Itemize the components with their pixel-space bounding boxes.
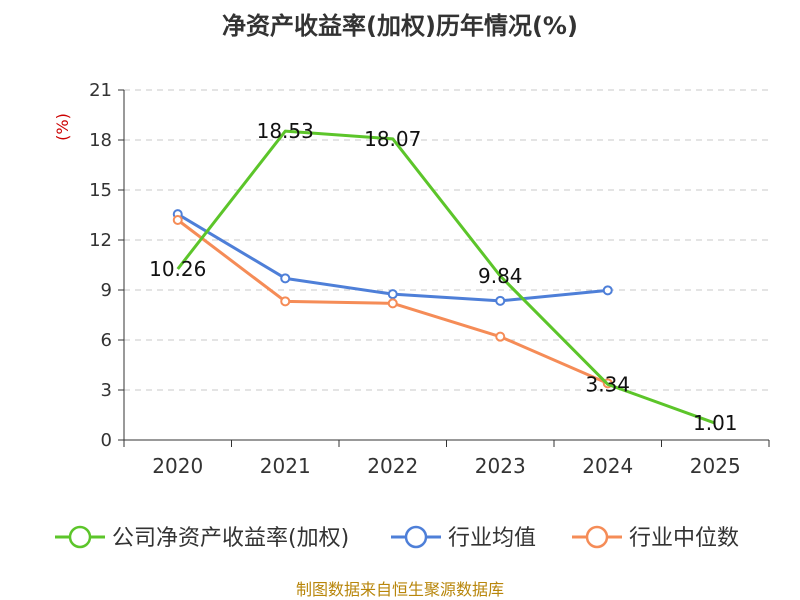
series-line-1 bbox=[176, 212, 608, 303]
legend-marker bbox=[404, 525, 428, 549]
y-axis-unit-label: (%) bbox=[53, 113, 72, 141]
y-tick-label: 21 bbox=[89, 80, 112, 101]
legend-label: 行业中位数 bbox=[629, 526, 739, 551]
legend-marker bbox=[585, 525, 609, 549]
y-tick-label: 3 bbox=[101, 380, 112, 401]
data-label: 3.34 bbox=[585, 372, 630, 396]
legend: 公司净资产收益率(加权) 行业均值 行业中位数 bbox=[55, 525, 739, 551]
series-lines bbox=[172, 129, 716, 425]
y-tick-label: 18 bbox=[89, 130, 112, 151]
series-point-1 bbox=[495, 295, 506, 306]
y-tick-label: 6 bbox=[101, 330, 112, 351]
grid-lines bbox=[124, 89, 769, 391]
series-point-1 bbox=[602, 285, 613, 296]
data-label: 18.07 bbox=[364, 127, 421, 151]
y-tick-label: 0 bbox=[101, 430, 112, 451]
data-label: 1.01 bbox=[693, 411, 738, 435]
legend-item-0[interactable]: 公司净资产收益率(加权) bbox=[55, 525, 349, 551]
x-tick-label: 2023 bbox=[475, 454, 526, 478]
data-label: 18.53 bbox=[257, 119, 314, 143]
series-point-2 bbox=[172, 215, 183, 225]
axes: 0 3 6 9 12 15 18 21 2020 2021 2022 2023 2024 2025 bbox=[89, 80, 770, 478]
x-tick-label: 2022 bbox=[367, 454, 418, 478]
data-labels: 10.26 18.53 18.07 9.84 3.34 1.01 bbox=[149, 119, 737, 435]
y-tick-label: 12 bbox=[89, 230, 112, 251]
series-point-2 bbox=[280, 296, 291, 307]
x-tick-label: 2025 bbox=[690, 454, 741, 478]
source-note: 制图数据来自恒生聚源数据库 bbox=[296, 580, 504, 599]
data-label: 10.26 bbox=[149, 257, 206, 281]
series-point-2 bbox=[387, 298, 398, 309]
y-tick-label: 15 bbox=[89, 180, 112, 201]
series-point-2 bbox=[495, 331, 506, 342]
series-line-0 bbox=[176, 129, 716, 425]
legend-marker bbox=[68, 525, 92, 549]
legend-item-1[interactable]: 行业均值 bbox=[391, 525, 536, 551]
x-tick-label: 2021 bbox=[260, 454, 311, 478]
legend-item-2[interactable]: 行业中位数 bbox=[572, 525, 739, 551]
x-tick-label: 2020 bbox=[152, 454, 203, 478]
series-point-1 bbox=[387, 289, 398, 300]
legend-label: 行业均值 bbox=[448, 526, 536, 551]
data-label: 9.84 bbox=[478, 264, 523, 288]
x-tick-label: 2024 bbox=[582, 454, 633, 478]
y-tick-label: 9 bbox=[101, 280, 112, 301]
legend-label: 公司净资产收益率(加权) bbox=[112, 526, 349, 551]
series-point-1 bbox=[280, 273, 291, 284]
chart-title: 净资产收益率(加权)历年情况(%) bbox=[222, 12, 578, 40]
